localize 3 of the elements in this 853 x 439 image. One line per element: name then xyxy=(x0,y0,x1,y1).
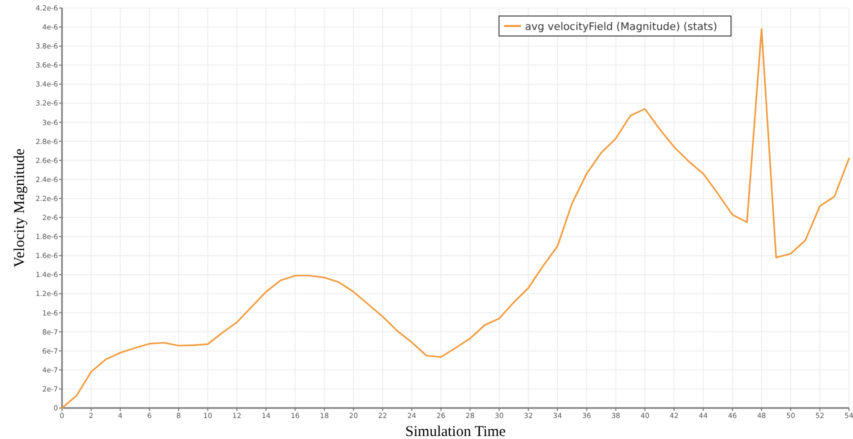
y-axis-title: Velocity Magnitude xyxy=(12,148,28,268)
legend-label: avg velocityField (Magnitude) (stats) xyxy=(525,21,718,33)
x-axis-title: Simulation Time xyxy=(405,424,506,439)
